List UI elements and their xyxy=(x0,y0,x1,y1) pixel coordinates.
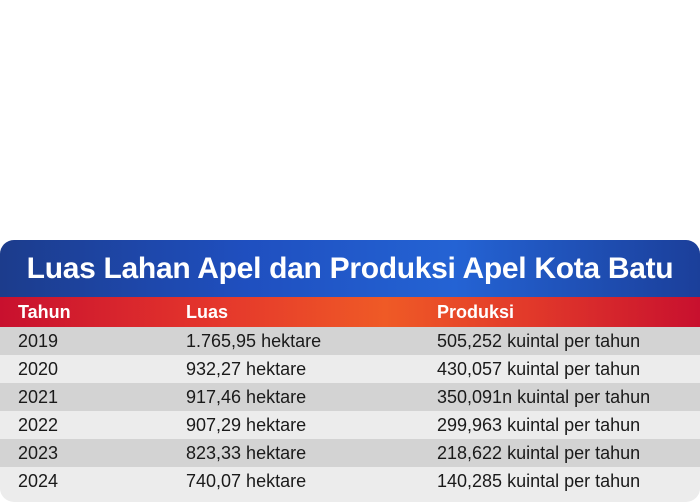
cell-area: 740,07 hektare xyxy=(186,470,307,491)
column-header-produksi: Produksi xyxy=(437,301,515,322)
cell-production: 350,091n kuintal per tahun xyxy=(437,386,651,407)
cell-year: 2020 xyxy=(18,358,59,379)
cell-production: 140,285 kuintal per tahun xyxy=(437,470,641,491)
cell-production: 218,622 kuintal per tahun xyxy=(437,442,641,463)
cell-area: 907,29 hektare xyxy=(186,414,307,435)
cell-production: 430,057 kuintal per tahun xyxy=(437,358,641,379)
table-row: 2021 917,46 hektare 350,091n kuintal per… xyxy=(0,383,700,411)
cell-year: 2022 xyxy=(18,414,59,435)
cell-production: 505,252 kuintal per tahun xyxy=(437,330,641,351)
table-card: Luas Lahan Apel dan Produksi Apel Kota B… xyxy=(0,240,700,502)
cell-year: 2023 xyxy=(18,442,59,463)
table-row: 2023 823,33 hektare 218,622 kuintal per … xyxy=(0,439,700,467)
cell-area: 932,27 hektare xyxy=(186,358,307,379)
table-row: 2019 1.765,95 hektare 505,252 kuintal pe… xyxy=(0,327,700,355)
data-table: Tahun Luas Produksi 2019 1.765,95 hektar… xyxy=(0,297,700,495)
table-header-row: Tahun Luas Produksi xyxy=(0,297,700,327)
title-bar: Luas Lahan Apel dan Produksi Apel Kota B… xyxy=(0,240,700,297)
cell-year: 2019 xyxy=(18,330,59,351)
cell-year: 2021 xyxy=(18,386,59,407)
cell-area: 917,46 hektare xyxy=(186,386,307,407)
table-row: 2020 932,27 hektare 430,057 kuintal per … xyxy=(0,355,700,383)
table-title: Luas Lahan Apel dan Produksi Apel Kota B… xyxy=(26,251,674,285)
table-row: 2024 740,07 hektare 140,285 kuintal per … xyxy=(0,467,700,495)
cell-area: 823,33 hektare xyxy=(186,442,307,463)
table-row: 2022 907,29 hektare 299,963 kuintal per … xyxy=(0,411,700,439)
cell-production: 299,963 kuintal per tahun xyxy=(437,414,641,435)
column-header-luas: Luas xyxy=(186,301,229,322)
column-header-tahun: Tahun xyxy=(18,301,71,322)
cell-year: 2024 xyxy=(18,470,59,491)
cell-area: 1.765,95 hektare xyxy=(186,330,322,351)
